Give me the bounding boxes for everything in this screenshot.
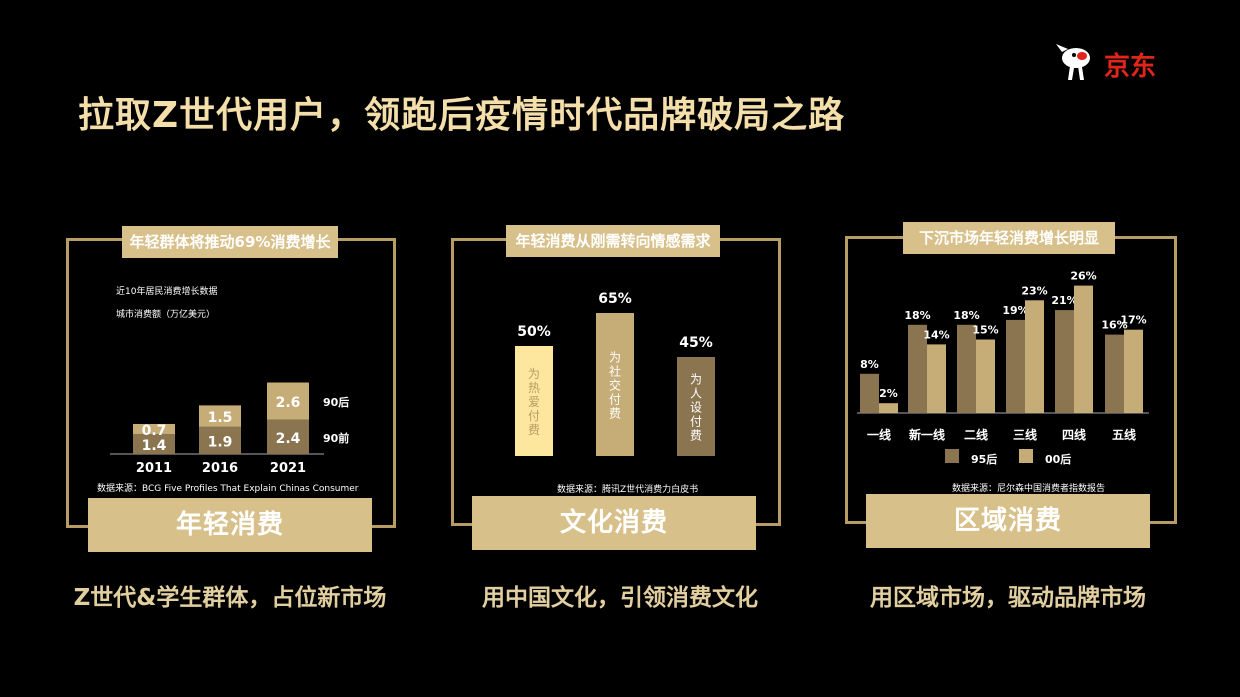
panel3-footer: 区域消费: [866, 494, 1150, 548]
chart2-category-char: 付: [609, 393, 621, 407]
chart1-value-label: 2.4: [276, 431, 301, 447]
chart3-value-label: 18%: [953, 309, 979, 322]
chart1-bar-2016-90后: [199, 405, 241, 427]
chart1-series-label-90后: 90后: [323, 395, 349, 409]
chart2-bar-1: [596, 313, 634, 456]
panel2-caption: 用中国文化，引领消费文化: [482, 585, 758, 611]
chart3-category-四线: 四线: [1062, 427, 1086, 442]
chart1-value-label: 1.9: [208, 434, 233, 450]
chart3-value-label: 14%: [923, 328, 949, 341]
chart2-category-char: 付: [528, 409, 540, 423]
chart2-category-char: 为: [690, 373, 702, 387]
chart1-bar-2021-90前: [267, 419, 309, 454]
chart1-bar-2021-90后: [267, 382, 309, 420]
chart2-category-char: 为: [528, 367, 540, 381]
chart3-bar-三线-00后: [1025, 300, 1044, 413]
chart2-value-label: 65%: [598, 291, 632, 307]
panel2-source: 数据来源：腾讯Z世代消费力白皮书: [557, 485, 699, 495]
chart3-bar-五线-00后: [1124, 329, 1143, 413]
chart3-legend-swatch-95后: [945, 449, 959, 463]
chart2-category-char: 费: [609, 407, 621, 421]
chart2-category-char: 付: [690, 415, 702, 429]
chart1-value-label: 1.5: [208, 410, 233, 426]
panel1-source: 数据来源：BCG Five Profiles That Explain Chin…: [97, 484, 359, 494]
chart3-legend-swatch-00后: [1019, 449, 1033, 463]
chart3-value-label: 21%: [1051, 294, 1077, 307]
panel3-badge: 下沉市场年轻消费增长明显: [903, 222, 1115, 254]
chart2-bar-0: [515, 346, 553, 456]
chart3-bar-四线-00后: [1074, 285, 1093, 413]
panel1-footer: 年轻消费: [88, 498, 372, 552]
chart3-category-二线: 二线: [964, 427, 988, 442]
chart3-category-一线: 一线: [867, 427, 891, 442]
chart3-bar-一线-95后: [860, 373, 879, 413]
logo-text: 京东: [1104, 52, 1157, 82]
page-title: 拉取Z世代用户，领跑后疫情时代品牌破局之路: [78, 95, 846, 136]
chart2-category-char: 热: [528, 381, 540, 395]
panel2-badge: 年轻消费从刚需转向情感需求: [506, 225, 720, 257]
chart2-category-char: 为: [609, 351, 621, 365]
brand-logo: 京东: [1052, 40, 1172, 84]
chart3-bar-新一线-00后: [927, 344, 946, 413]
chart3-bar-二线-95后: [957, 324, 976, 413]
chart3-bar-五线-95后: [1105, 334, 1124, 413]
chart1-bar-2011-90后: [133, 423, 175, 434]
chart2-category-char: 费: [528, 423, 540, 437]
chart3-category-三线: 三线: [1013, 427, 1037, 442]
chart2-category-char: 设: [690, 401, 702, 415]
panel2-footer: 文化消费: [472, 496, 756, 550]
panel3-caption: 用区域市场，驱动品牌市场: [870, 585, 1146, 611]
chart1-value-label: 2.6: [276, 395, 301, 411]
jd-dog-mascot-icon: [1056, 44, 1090, 80]
chart3-value-label: 17%: [1120, 314, 1146, 327]
chart3-value-label: 26%: [1070, 270, 1096, 283]
chart1-category-2021: 2021: [270, 461, 306, 476]
chart2-value-label: 50%: [517, 324, 551, 340]
chart2-category-char: 爱: [528, 395, 540, 409]
chart2-category-char: 人: [690, 387, 702, 401]
panel1-caption: Z世代&学生群体，占位新市场: [73, 585, 387, 611]
chart3-legend-label-95后: 95后: [971, 452, 997, 466]
chart1-bar-2011-90前: [133, 433, 175, 454]
chart2-category-char: 费: [690, 429, 702, 443]
chart3-value-label: 8%: [860, 358, 879, 371]
chart1-category-2011: 2011: [136, 461, 172, 476]
chart2-category-char: 交: [609, 378, 621, 393]
chart1-bar-2016-90前: [199, 426, 241, 454]
panel1-note-unit: 城市消费额（万亿美元）: [116, 310, 216, 320]
chart3-value-label: 23%: [1021, 284, 1047, 297]
chart1-value-label: 0.7: [142, 423, 167, 439]
chart3-bar-一线-00后: [879, 403, 898, 413]
chart3-value-label: 16%: [1101, 319, 1127, 332]
chart3-bar-四线-95后: [1055, 310, 1074, 413]
chart2-value-label: 45%: [679, 335, 713, 351]
panel1-note-title: 近10年居民消费增长数据: [116, 287, 218, 297]
chart3-value-label: 19%: [1002, 304, 1028, 317]
chart3-value-label: 15%: [972, 324, 998, 337]
chart1-value-label: 1.4: [142, 438, 167, 454]
chart1-category-2016: 2016: [202, 461, 238, 476]
panel3-source: 数据来源：尼尔森中国消费者指数报告: [952, 484, 1106, 494]
chart3-legend-label-00后: 00后: [1045, 452, 1071, 466]
chart-lower-tier-markets: 8% 2% 一线 18% 14% 新一线 18% 15% 二线 19% 23% 三线 21% 26% 四线 1…: [857, 270, 1149, 466]
chart3-bar-新一线-95后: [908, 324, 927, 413]
chart3-bar-三线-95后: [1006, 319, 1025, 413]
chart3-value-label: 18%: [904, 309, 930, 322]
chart1-series-label-90前: 90前: [323, 431, 349, 445]
chart3-value-label: 2%: [879, 387, 898, 400]
chart3-category-五线: 五线: [1112, 427, 1136, 442]
chart3-bar-二线-00后: [976, 339, 995, 413]
chart2-category-char: 社: [609, 364, 621, 379]
chart3-category-新一线: 新一线: [909, 427, 945, 442]
panel1-badge: 年轻群体将推动69%消费增长: [122, 226, 338, 258]
chart-urban-consumption: 1.40.7 2011 1.9 1.5 2016 2.4 2.6 2021 90前 90后: [110, 382, 349, 476]
chart2-bar-2: [677, 357, 715, 456]
